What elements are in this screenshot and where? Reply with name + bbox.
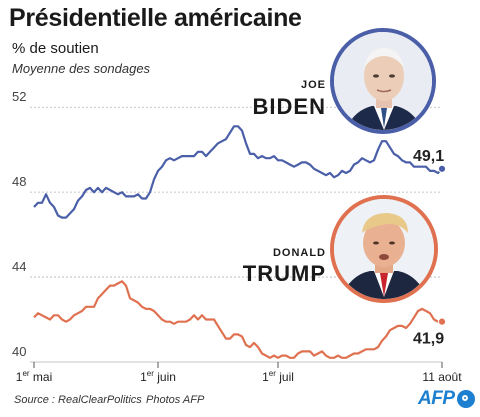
x-tick-label: 1er juil [262,369,294,384]
chart-title: Présidentielle américaine [9,4,302,32]
x-tick-label: 1er juin [140,369,176,384]
biden-portrait [330,28,436,134]
trump-face-icon [334,199,434,299]
x-axis: 1er mai 1er juin 1er juil 11 août [16,362,462,384]
series-line-trump [33,280,442,359]
biden-face-icon [334,32,432,130]
afp-logo-text: AFP [418,388,455,409]
trump-first-name: Donald [272,247,326,259]
afp-logo-icon [456,390,475,408]
end-point-biden [437,164,447,173]
series-lines: 49,1 41,9 [33,125,447,359]
end-value-label-biden: 49,1 [413,148,444,165]
chart-subtitle-italic: Moyenne des sondages [12,61,151,76]
series-line-biden [33,125,443,219]
x-tick-label: 11 août [422,370,462,384]
biden-first-name: Joe [300,79,326,91]
y-tick-label: 52 [12,89,26,104]
y-axis-labels: 40 44 48 52 [12,89,26,359]
source-note: Source : RealClearPolitics [14,394,142,406]
end-value-label-trump: 41,9 [413,331,444,348]
x-tick-label: 1er mai [16,369,52,384]
afp-logo: AFP [418,388,475,410]
y-tick-label: 44 [12,259,26,274]
trump-portrait [330,195,438,303]
end-point-trump [437,317,447,326]
chart-subtitle: % de soutien [12,40,99,57]
biden-last-name: Biden [252,94,326,119]
y-tick-label: 40 [12,344,26,359]
trump-last-name: Trump [242,261,326,286]
chart-grid [30,106,442,363]
photo-credit: Photos AFP [146,394,205,406]
y-tick-label: 48 [12,174,26,189]
